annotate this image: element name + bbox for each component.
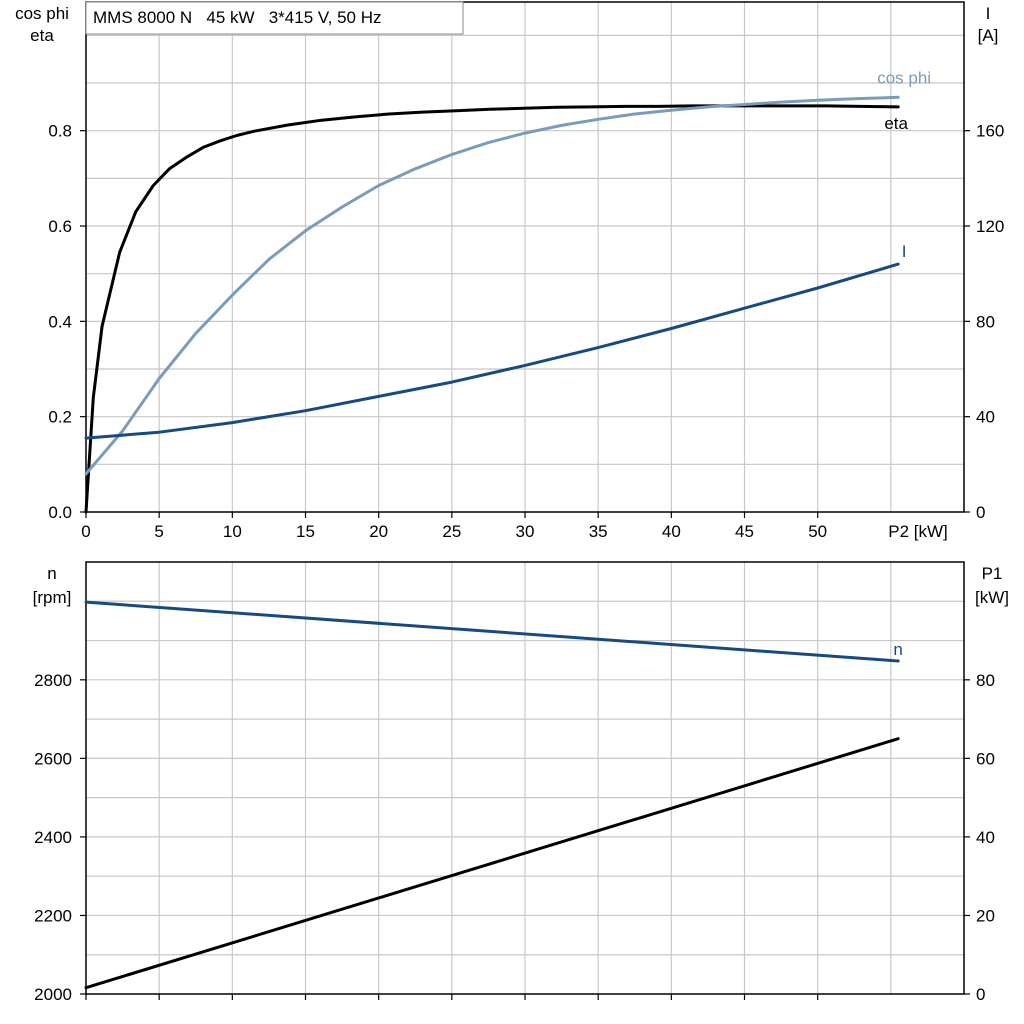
series-label-cos-phi: cos phi [877, 68, 931, 87]
bottom-left-tick-label: 2600 [34, 749, 72, 768]
bottom-chart-grid [86, 562, 964, 994]
top-chart-series [84, 95, 900, 514]
series-label-n: n [893, 640, 902, 659]
top-x-tick-label: 20 [369, 522, 388, 541]
top-chart-grid [86, 2, 964, 512]
left-axis-unit-speed: [rpm] [33, 588, 72, 607]
right-axis-label-current: I [986, 4, 991, 23]
top-x-tick-label: 5 [154, 522, 163, 541]
bottom-chart-ticks: 2000 2200 2400 2600 2800 0 20 40 60 80 [34, 671, 995, 1004]
left-axis-label-eta: eta [30, 26, 54, 45]
bottom-right-tick-label: 80 [976, 671, 995, 690]
right-axis-unit-power: [kW] [975, 588, 1009, 607]
top-chart-ticks: 0.0 0.2 0.4 0.6 0.8 0 40 80 120 160 0 5 10 15 20 25 30 35… [48, 122, 1004, 541]
chart-title: MMS 8000 N 45 kW 3*415 V, 50 Hz [93, 8, 382, 27]
top-left-tick-label: 0.2 [48, 408, 72, 427]
series-line-n [84, 600, 900, 663]
bottom-left-tick-label: 2800 [34, 671, 72, 690]
bottom-chart-series-labels: n [893, 640, 902, 659]
bottom-right-tick-label: 20 [976, 906, 995, 925]
top-x-tick-label: 50 [808, 522, 827, 541]
bottom-right-tick-label: 40 [976, 828, 995, 847]
right-axis-label-power: P1 [982, 564, 1003, 583]
left-axis-label-speed: n [47, 564, 56, 583]
left-axis-label-cos-phi: cos phi [15, 4, 69, 23]
top-left-tick-label: 0.0 [48, 503, 72, 522]
top-x-tick-label: 45 [735, 522, 754, 541]
series-label-i: I [902, 242, 907, 261]
bottom-left-tick-label: 2000 [34, 985, 72, 1004]
top-left-tick-label: 0.6 [48, 217, 72, 236]
top-x-tick-label: 30 [516, 522, 535, 541]
top-chart-series-labels: eta cos phi I [877, 68, 931, 261]
bottom-chart-series [84, 600, 900, 990]
top-x-tick-label: 0 [81, 522, 90, 541]
series-line-i [84, 262, 900, 440]
top-x-tick-label: 25 [442, 522, 461, 541]
top-right-tick-label: 40 [976, 408, 995, 427]
top-right-tick-label: 80 [976, 312, 995, 331]
top-right-tick-label: 0 [976, 503, 985, 522]
bottom-left-tick-label: 2200 [34, 906, 72, 925]
right-axis-unit-current: [A] [978, 26, 999, 45]
top-x-tick-label: 40 [662, 522, 681, 541]
top-x-tick-label: 10 [223, 522, 242, 541]
top-chart-efficiency-current: 0.0 0.2 0.4 0.6 0.8 0 40 80 120 160 0 5 10 15 20 25 30 35… [15, 1, 1004, 541]
bottom-right-tick-label: 0 [976, 985, 985, 1004]
top-right-tick-label: 160 [976, 122, 1004, 141]
bottom-right-tick-label: 60 [976, 749, 995, 768]
bottom-left-tick-label: 2400 [34, 828, 72, 847]
series-label-eta: eta [884, 114, 908, 133]
top-x-tick-label: 15 [296, 522, 315, 541]
x-axis-label: P2 [kW] [888, 522, 948, 541]
top-x-tick-label: 35 [589, 522, 608, 541]
top-right-tick-label: 120 [976, 217, 1004, 236]
top-left-tick-label: 0.4 [48, 312, 72, 331]
chart-title-box [85, 1, 464, 35]
series-line-cos-phi [84, 95, 900, 476]
top-left-tick-label: 0.8 [48, 122, 72, 141]
series-line-p1 [84, 737, 900, 990]
